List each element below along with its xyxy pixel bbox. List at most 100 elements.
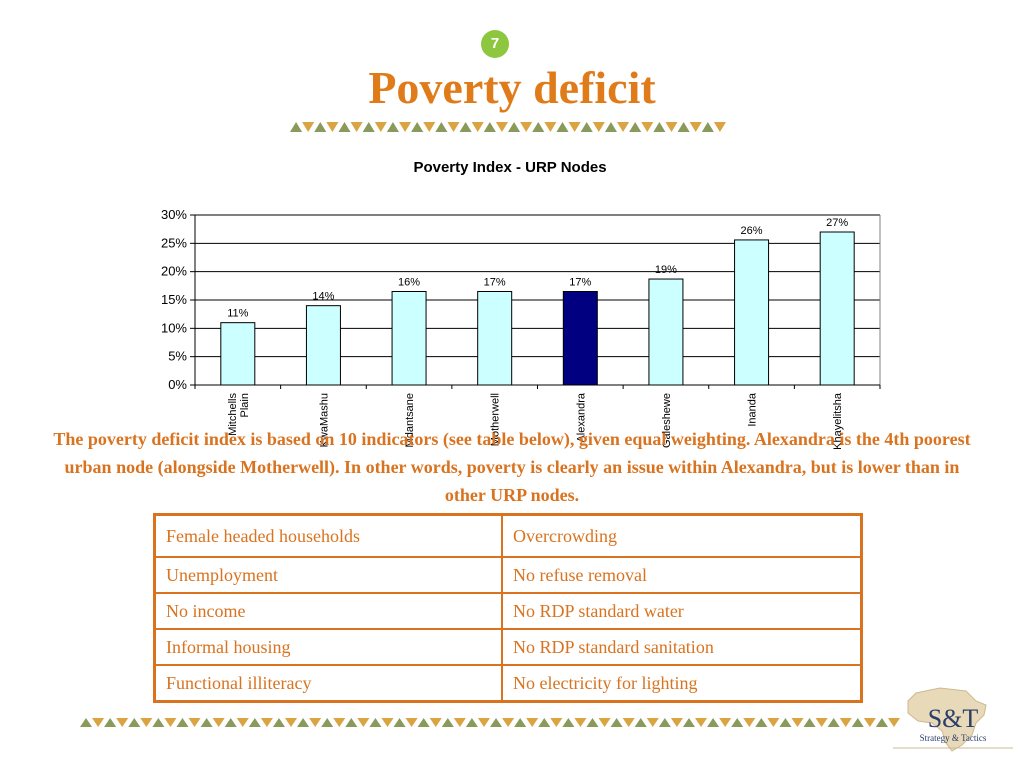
band-triangle [791, 718, 804, 727]
band-triangle [405, 718, 418, 727]
table-cell: Female headed households [153, 513, 503, 558]
band-triangle [646, 718, 659, 727]
band-triangle [580, 122, 593, 132]
table-cell: No RDP standard sanitation [501, 628, 863, 666]
band-triangle [326, 122, 339, 132]
data-label: 27% [826, 217, 848, 229]
band-triangle [200, 718, 213, 727]
band-triangle [839, 718, 852, 727]
data-label: 14% [312, 291, 334, 303]
band-triangle [350, 122, 363, 132]
chart-title: Poverty Index - URP Nodes [413, 159, 606, 176]
band-triangle [526, 718, 539, 727]
x-tick-label-line: Mdantsane [404, 393, 416, 447]
band-triangle [495, 122, 508, 132]
band-triangle [731, 718, 744, 727]
band-triangle [629, 122, 642, 132]
band-triangle [689, 122, 702, 132]
band-triangle [429, 718, 442, 727]
band-triangle [803, 718, 816, 727]
band-triangle [508, 122, 521, 132]
x-tick-label: Motherwell [490, 393, 502, 446]
y-tick-label: 30% [161, 207, 187, 222]
bar [391, 291, 427, 386]
y-tick-label: 5% [168, 349, 187, 364]
band-triangle [381, 718, 394, 727]
table-row: Informal housing No RDP standard sanitat… [153, 628, 863, 666]
band-triangle [598, 718, 611, 727]
band-triangle [653, 122, 666, 132]
logo-tagline: Strategy & Tactics [920, 733, 987, 743]
table-row: Female headed households Overcrowding [153, 513, 863, 558]
bar [220, 322, 256, 386]
y-tick-label: 15% [161, 292, 187, 307]
y-tick-label: 0% [168, 377, 187, 392]
table-cell: Functional illiteracy [153, 664, 503, 703]
x-tick-label-line: Khayelitsha [832, 392, 844, 450]
band-triangle [887, 718, 900, 727]
x-tick-label-line: Alexandra [575, 392, 587, 442]
band-triangle [309, 718, 322, 727]
band-triangle [641, 122, 654, 132]
band-triangle [188, 718, 201, 727]
x-tick-label: Inanda [747, 392, 759, 427]
table-cell: Unemployment [153, 556, 503, 594]
band-triangle [176, 718, 189, 727]
band-triangle [441, 718, 454, 727]
decorative-triangle-band-bottom [80, 718, 900, 727]
band-triangle [827, 718, 840, 727]
band-triangle [128, 718, 141, 727]
band-triangle [80, 718, 93, 727]
bar [819, 231, 855, 386]
band-triangle [719, 718, 732, 727]
band-triangle [532, 122, 545, 132]
table-row: Functional illiteracy No electricity for… [153, 664, 863, 703]
band-triangle [92, 718, 105, 727]
band-triangle [314, 122, 327, 132]
band-triangle [502, 718, 515, 727]
description-text: The poverty deficit index is based on 10… [53, 429, 971, 505]
band-triangle [399, 122, 412, 132]
band-triangle [610, 718, 623, 727]
band-triangle [556, 122, 569, 132]
band-triangle [104, 718, 117, 727]
x-tick-label-line: Inanda [747, 392, 759, 427]
st-logo: S&T Strategy & Tactics [893, 687, 1013, 752]
x-tick-label: Khayelitsha [832, 392, 844, 450]
indicators-table: Female headed households Overcrowding Un… [153, 513, 863, 703]
band-triangle [140, 718, 153, 727]
y-tick-label: 25% [161, 235, 187, 250]
band-triangle [272, 718, 285, 727]
table-row: Unemployment No refuse removal [153, 556, 863, 594]
band-triangle [701, 122, 714, 132]
bar [734, 239, 770, 386]
slide-title: Poverty deficit [368, 62, 656, 113]
x-tick-label-line: KwaMashu [318, 393, 330, 447]
band-triangle [290, 122, 303, 132]
x-tick-label: Mitchells Plain [227, 393, 251, 436]
band-triangle [297, 718, 310, 727]
data-label: 17% [569, 277, 591, 289]
data-label: 19% [655, 264, 677, 276]
band-triangle [550, 718, 563, 727]
band-triangle [236, 718, 249, 727]
band-triangle [345, 718, 358, 727]
band-triangle [471, 122, 484, 132]
x-tick-label-line: Motherwell [490, 393, 502, 446]
band-triangle [374, 122, 387, 132]
band-triangle [707, 718, 720, 727]
band-triangle [670, 718, 683, 727]
band-triangle [302, 122, 315, 132]
band-triangle [592, 122, 605, 132]
x-tick-label: Galeshewe [661, 393, 673, 448]
band-triangle [695, 718, 708, 727]
band-triangle [514, 718, 527, 727]
band-triangle [863, 718, 876, 727]
band-triangle [622, 718, 635, 727]
band-triangle [116, 718, 129, 727]
band-triangle [875, 718, 888, 727]
band-triangle [321, 718, 334, 727]
band-triangle [417, 718, 430, 727]
band-triangle [248, 718, 261, 727]
bar [477, 291, 513, 386]
